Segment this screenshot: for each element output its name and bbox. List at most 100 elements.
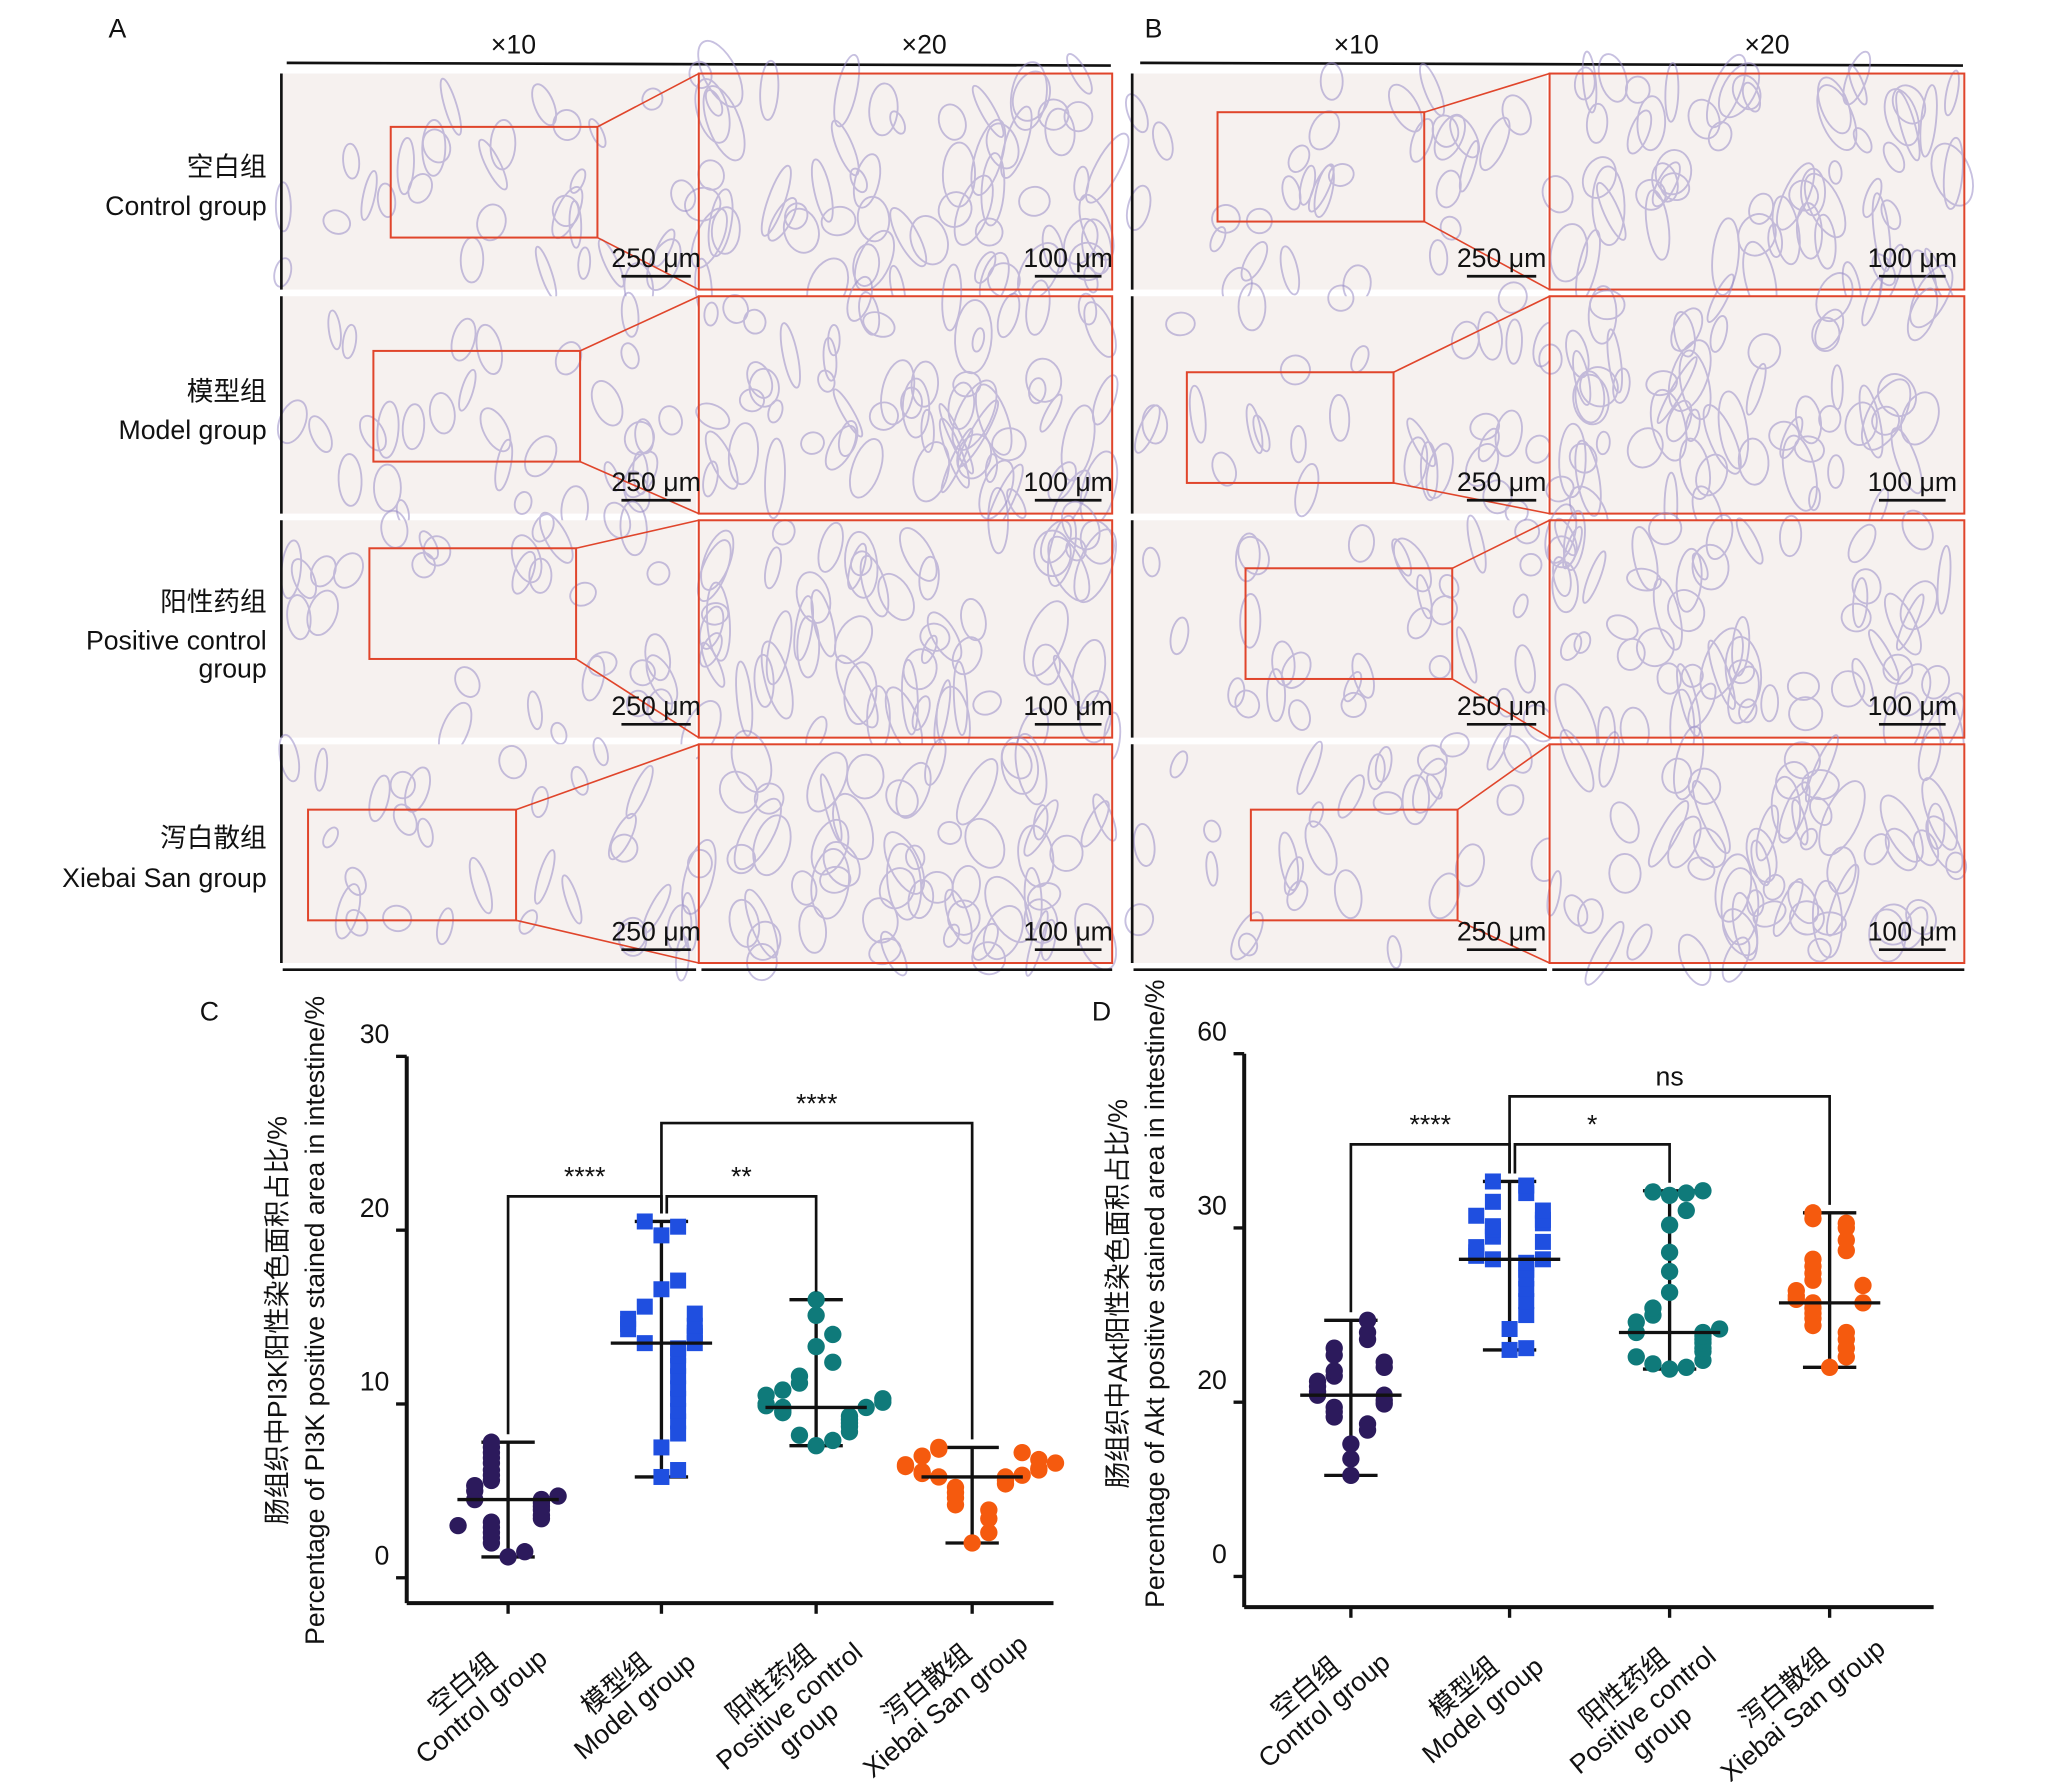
data-point (1518, 1293, 1535, 1310)
crypt (1717, 62, 1761, 119)
data-point (1660, 1243, 1679, 1262)
crypt (489, 118, 517, 171)
crypt (909, 215, 949, 266)
crypt (1779, 514, 1803, 558)
data-point (670, 1425, 687, 1442)
data-point (1468, 1207, 1485, 1224)
tissue-texture (1546, 725, 1968, 986)
data-point (963, 1534, 981, 1552)
crypt (833, 53, 861, 128)
crypt (1901, 509, 1934, 551)
crypt (439, 77, 463, 136)
crypt (435, 907, 455, 946)
crypt (835, 654, 879, 729)
crypt (852, 243, 881, 287)
data-point (1518, 1254, 1535, 1271)
y-tick-label: 20 (360, 1193, 390, 1223)
crypt (513, 490, 533, 515)
crypt (830, 119, 860, 177)
significance-label: **** (1409, 1110, 1451, 1140)
crypt (396, 137, 415, 196)
magnification: ×20 (1744, 30, 1789, 60)
crypt (852, 153, 882, 209)
crypt (1406, 417, 1437, 468)
crypt (421, 119, 447, 177)
crypt (1844, 401, 1878, 446)
crypt (695, 402, 731, 430)
zoom-frame (697, 743, 1114, 965)
crypt (846, 753, 885, 800)
crypt (1808, 485, 1821, 512)
crypt (763, 546, 782, 590)
crypt (1458, 139, 1480, 193)
crypt (810, 158, 834, 223)
crypt (1080, 800, 1110, 848)
crypt (1230, 911, 1264, 961)
crypt (570, 765, 589, 796)
significance-label: **** (796, 1088, 838, 1118)
crypt (531, 83, 558, 127)
crypt (1279, 245, 1301, 296)
crypt (1814, 213, 1837, 270)
crypt (1387, 83, 1423, 133)
crypt (632, 450, 649, 496)
crypt (1234, 689, 1261, 719)
crypt (1793, 435, 1825, 463)
zoom-line (1393, 295, 1550, 373)
crypt (523, 435, 558, 478)
row-label-zh: 空白组 (187, 152, 267, 182)
crypt (1009, 61, 1048, 131)
crypt (1290, 424, 1307, 464)
data-point (482, 1433, 501, 1451)
data-point (1484, 1173, 1501, 1190)
crypt (1573, 66, 1596, 101)
crypt (1328, 393, 1351, 442)
zoom-line (1423, 220, 1550, 291)
crypt (1245, 403, 1264, 455)
crypt (1795, 202, 1823, 260)
crypt (1541, 175, 1574, 214)
crypt (1612, 367, 1631, 404)
crypt (1673, 311, 1696, 358)
crypt (1240, 241, 1269, 282)
crypt (924, 738, 947, 787)
crypt (342, 142, 361, 180)
crypt (1745, 362, 1767, 416)
crypt (1883, 88, 1920, 147)
crypt (1512, 593, 1529, 619)
data-point (1358, 1311, 1377, 1329)
crypt (1040, 519, 1072, 564)
scale-bar-label: 100 μm (1023, 467, 1112, 497)
crypt (817, 369, 836, 393)
crypt (1428, 239, 1449, 276)
crypt (1281, 175, 1302, 211)
crypt (1141, 404, 1169, 445)
crypt (700, 641, 726, 688)
data-point (1484, 1193, 1501, 1210)
crypt (1847, 64, 1868, 106)
crypt (1687, 767, 1722, 805)
crypt (1585, 102, 1609, 144)
crypt (1288, 699, 1311, 731)
crypt (1917, 727, 1942, 782)
crypt (938, 402, 975, 475)
header-rule (1140, 61, 1963, 67)
data-point (1013, 1443, 1031, 1462)
crypt (1791, 798, 1809, 846)
data-point (1677, 1201, 1695, 1220)
scale-bar-label: 250 μm (611, 467, 700, 497)
data-point (1677, 1184, 1695, 1202)
panel-label: D (1092, 996, 1111, 1026)
crypt (1858, 384, 1884, 459)
data-point (670, 1380, 687, 1397)
data-point (896, 1456, 915, 1474)
crypt (454, 666, 481, 698)
crypt (1711, 217, 1740, 296)
crypt (800, 431, 825, 455)
crypt (883, 831, 926, 895)
crypt (819, 865, 852, 894)
crypt (1279, 354, 1311, 386)
crypt (707, 188, 734, 258)
